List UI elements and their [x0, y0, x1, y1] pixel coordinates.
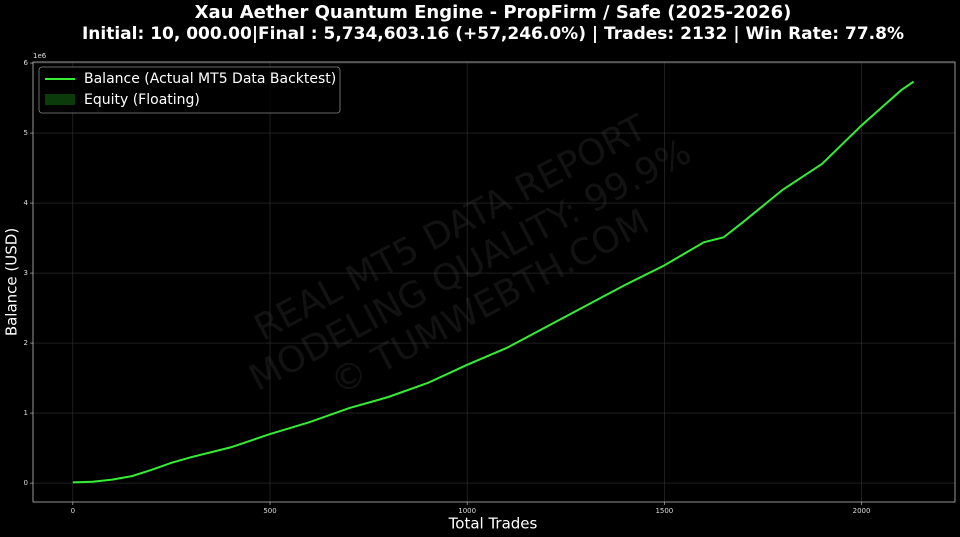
y-tick-label: 4 — [24, 199, 29, 207]
x-tick-label: 1500 — [655, 507, 673, 515]
y-tick-label: 1 — [24, 409, 28, 417]
chart-subtitle: Initial: 10, 000.00|Final : 5,734,603.16… — [82, 24, 904, 44]
y-tick-label: 5 — [24, 129, 28, 137]
plot-frame — [32, 61, 956, 503]
y-tick-label: 3 — [24, 269, 28, 277]
legend-label: Equity (Floating) — [84, 92, 200, 108]
x-tick-label: 2000 — [853, 507, 871, 515]
chart-title: Xau Aether Quantum Engine - PropFirm / S… — [195, 2, 792, 23]
legend-box — [38, 66, 341, 114]
x-tick-label: 1000 — [458, 507, 476, 515]
x-axis-label: Total Trades — [448, 515, 538, 533]
balance-line — [72, 80, 915, 484]
legend-label: Balance (Actual MT5 Data Backtest) — [84, 71, 336, 87]
y-tick-label: 2 — [24, 339, 28, 347]
y-tick-label: 6 — [24, 59, 29, 67]
y-offset-label: 1e6 — [33, 52, 47, 60]
x-tick-label: 500 — [263, 507, 276, 515]
watermark-text: MODELING QUALITY: 99.9% — [243, 131, 698, 399]
legend: Balance (Actual MT5 Data Backtest) Equity… — [38, 66, 341, 114]
x-tick-label: 0 — [71, 507, 75, 515]
y-axis-label: Balance (USD) — [3, 228, 21, 336]
legend-patch — [45, 94, 75, 105]
y-tick-label: 0 — [24, 479, 28, 487]
